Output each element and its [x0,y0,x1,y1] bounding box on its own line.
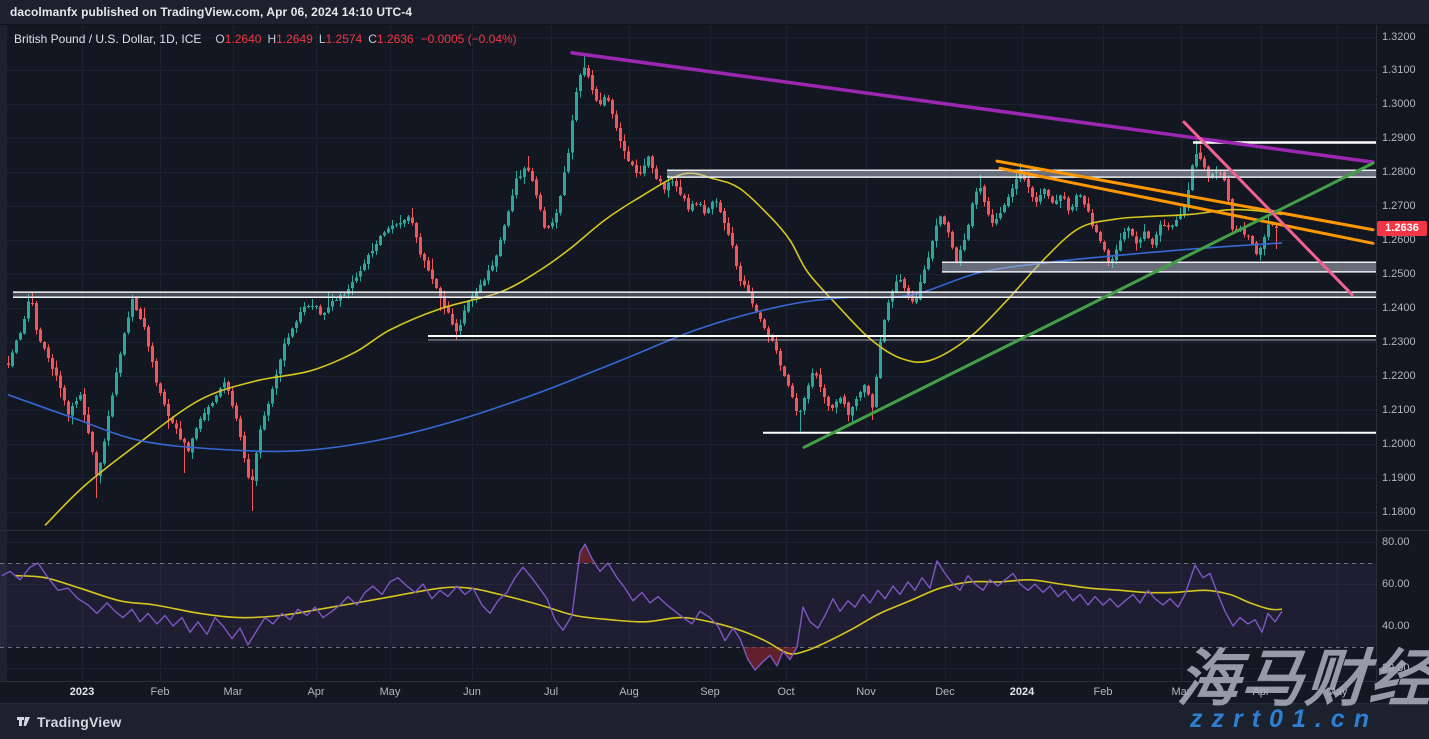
attribution-bar: dacolmanfx published on TradingView.com,… [0,0,1429,25]
attribution-text: dacolmanfx published on TradingView.com,… [10,5,413,19]
price-tick-1.3000: 1.3000 [1382,98,1416,111]
ohlc-label-O: O [215,32,225,46]
time-tick-Dec: Dec [935,686,955,698]
symbol-title: British Pound / U.S. Dollar, 1D, ICE [14,32,202,46]
time-tick-Jun: Jun [463,686,481,698]
sma-blue [7,242,1283,453]
last-price-value: 1.2636 [1385,222,1419,235]
time-tick-Oct: Oct [777,686,795,698]
ohlc-label-L: L [318,32,326,46]
purple-trendline[interactable] [570,51,1375,164]
time-tick-2024: 2024 [1009,686,1035,698]
time-tick-Mar: Mar [223,686,243,698]
ohlc-value-H: 1.2649 [276,32,313,46]
rsi-tick-20: 20.00 [1382,662,1410,674]
time-tick-Mar: Mar [1171,686,1191,698]
level-band-1.2440[interactable] [13,291,1376,299]
time-axis[interactable] [0,682,1376,703]
price-tick-1.2300: 1.2300 [1382,336,1416,349]
pink-trendline[interactable] [1182,120,1354,297]
green-trendline[interactable] [802,161,1375,449]
grid [7,25,1376,681]
orange-channel-upper[interactable] [995,159,1375,232]
ohlc-value-L: 1.2574 [325,32,363,46]
sma-yellow [44,172,1283,526]
ohlc-label-C: C [368,32,377,46]
price-tick-1.1800: 1.1800 [1382,505,1416,518]
time-tick-Feb: Feb [1093,686,1113,698]
ohlc-values: O1.2640 H1.2649 L1.2574 C1.2636 [209,32,413,46]
separators [0,25,1429,682]
price-tick-1.2400: 1.2400 [1382,302,1416,315]
tradingview-logo[interactable]: TradingView [16,714,121,730]
price-tick-1.2700: 1.2700 [1382,200,1416,213]
time-tick-Jul: Jul [543,686,559,698]
time-tick-Sep: Sep [700,686,720,698]
symbol-legend[interactable]: British Pound / U.S. Dollar, 1D, ICE O1.2… [14,32,517,46]
price-tick-1.2500: 1.2500 [1382,268,1416,281]
ohlc-value-C: 1.2636 [376,32,414,46]
candlestick-series [7,56,1278,511]
drawings [13,51,1376,449]
price-tick-1.2800: 1.2800 [1382,166,1416,179]
price-tick-1.2900: 1.2900 [1382,132,1416,145]
price-tick-1.2000: 1.2000 [1382,437,1416,450]
orange-channel-lower[interactable] [998,166,1375,245]
ohlc-value-O: 1.2640 [224,32,262,46]
price-tick-1.1900: 1.1900 [1382,471,1416,484]
price-tick-1.2200: 1.2200 [1382,370,1416,383]
time-tick-Nov: Nov [856,686,876,698]
support-band-1.2520[interactable] [942,261,1376,273]
time-tick-Feb: Feb [150,686,170,698]
price-tick-1.3200: 1.3200 [1382,30,1416,43]
price-tick-1.2600: 1.2600 [1382,234,1416,247]
rsi-pane [0,543,1376,671]
ohlc-label-H: H [267,32,277,46]
rsi-ma-line [14,574,1283,655]
rsi-tick-60: 60.00 [1382,578,1410,590]
rsi-tick-80: 80.00 [1382,536,1410,548]
tradingview-logo-text: TradingView [37,713,122,730]
rsi-line [1,543,1283,671]
footer-bar: TradingView [0,703,1429,739]
price-tick-1.3100: 1.3100 [1382,64,1416,77]
last-price-badge: 1.2636 [1377,221,1427,237]
rsi-tick-40: 40.00 [1382,620,1410,632]
time-tick-Apr: Apr [307,686,325,698]
price-tick-1.2100: 1.2100 [1382,403,1416,416]
time-tick-Aug: Aug [619,686,639,698]
time-tick-May: May [1326,686,1348,698]
time-tick-2023: 2023 [69,686,95,698]
watermark-url-text: zzrt01.cn [1190,705,1378,733]
change-value: −0.0005 (−0.04%) [420,32,517,46]
time-tick-Apr: Apr [1252,686,1270,698]
rsi-oversold-fill [743,647,797,671]
time-tick-May: May [379,686,401,698]
tradingview-logo-icon [17,717,30,726]
